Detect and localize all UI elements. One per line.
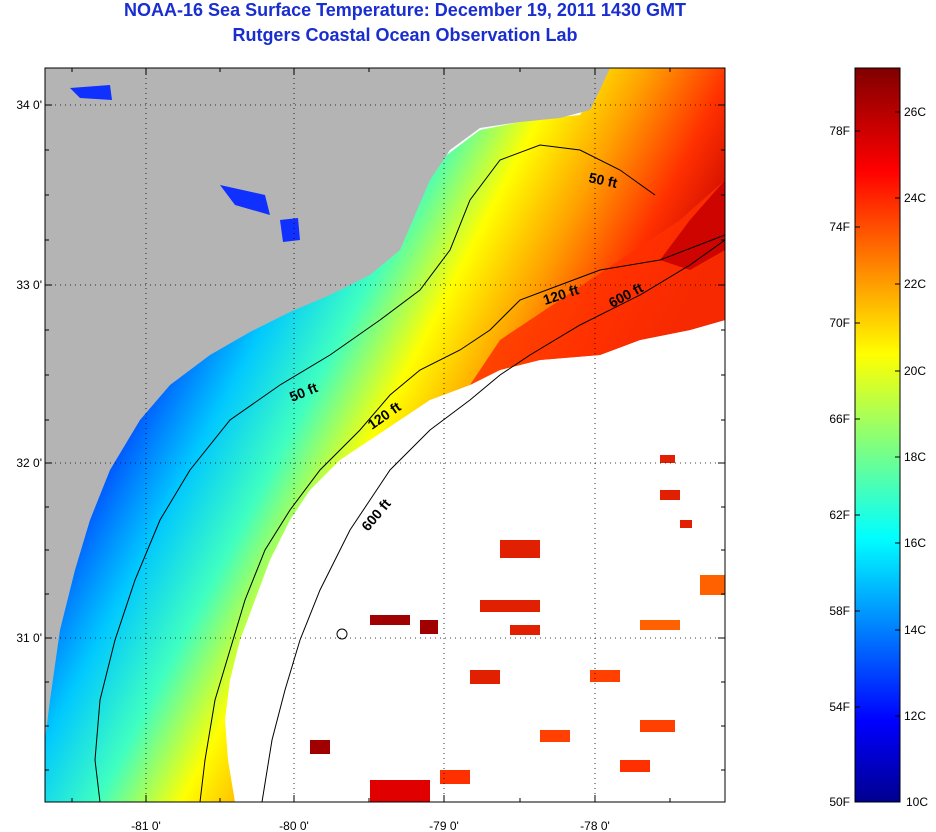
graticule bbox=[45, 68, 725, 802]
inland-lake-1 bbox=[70, 85, 112, 100]
colorbar-label-10c: 10C bbox=[906, 795, 928, 809]
sst-swath bbox=[45, 68, 725, 802]
lat-label-31: 31 0' bbox=[16, 631, 42, 645]
lon-label-80: -80 0' bbox=[279, 819, 309, 832]
colorbar-label-24c: 24C bbox=[904, 191, 926, 205]
colorbar-label-66f: 66F bbox=[829, 412, 850, 426]
colorbar-label-18c: 18C bbox=[904, 450, 926, 464]
gulf-stream-core bbox=[660, 180, 725, 270]
lat-label-34: 34 0' bbox=[16, 98, 42, 112]
warm-water-band bbox=[470, 180, 725, 385]
chart-subtitle: Rutgers Coastal Ocean Observation Lab bbox=[232, 25, 578, 45]
map-area: 50 ft 50 ft 120 ft 120 ft 600 ft 600 ft bbox=[45, 68, 725, 802]
frame-ticks bbox=[45, 68, 725, 802]
colorbar-label-74f: 74F bbox=[829, 220, 850, 234]
colorbar-label-22c: 22C bbox=[904, 277, 926, 291]
contour-600ft bbox=[261, 239, 725, 802]
seamount-contour bbox=[336, 628, 348, 640]
colorbar-label-58f: 58F bbox=[829, 604, 850, 618]
depth-label-50ft-north: 50 ft bbox=[587, 169, 619, 191]
lat-label-32: 32 0' bbox=[16, 456, 42, 470]
colorbar-label-50f: 50F bbox=[829, 795, 850, 809]
offshore-patches bbox=[310, 455, 725, 802]
colorbar-label-12c: 12C bbox=[904, 709, 926, 723]
land bbox=[45, 68, 610, 740]
colorbar-label-20c: 20C bbox=[904, 364, 926, 378]
contour-50ft bbox=[94, 144, 656, 802]
colorbar-ticks bbox=[855, 111, 900, 717]
colorbar bbox=[854, 67, 901, 803]
depth-contours bbox=[94, 144, 725, 802]
colorbar-label-78f: 78F bbox=[829, 124, 850, 138]
lon-label-81: -81 0' bbox=[131, 819, 161, 832]
colorbar-label-70f: 70F bbox=[829, 316, 850, 330]
lon-label-78: -78 0' bbox=[580, 819, 610, 832]
colorbar-label-54f: 54F bbox=[829, 700, 850, 714]
colorbar-label-26c: 26C bbox=[904, 105, 926, 119]
colorbar-label-62f: 62F bbox=[829, 508, 850, 522]
inland-lake-2 bbox=[220, 185, 270, 215]
lat-label-33: 33 0' bbox=[16, 278, 42, 292]
chart-title: NOAA-16 Sea Surface Temperature: Decembe… bbox=[124, 0, 686, 20]
colorbar-label-14c: 14C bbox=[904, 623, 926, 637]
lon-label-79: -79 0' bbox=[429, 819, 459, 832]
contour-120ft bbox=[199, 234, 725, 802]
inland-lake-3 bbox=[280, 218, 300, 242]
colorbar-label-16c: 16C bbox=[904, 536, 926, 550]
map-frame bbox=[44, 67, 726, 803]
